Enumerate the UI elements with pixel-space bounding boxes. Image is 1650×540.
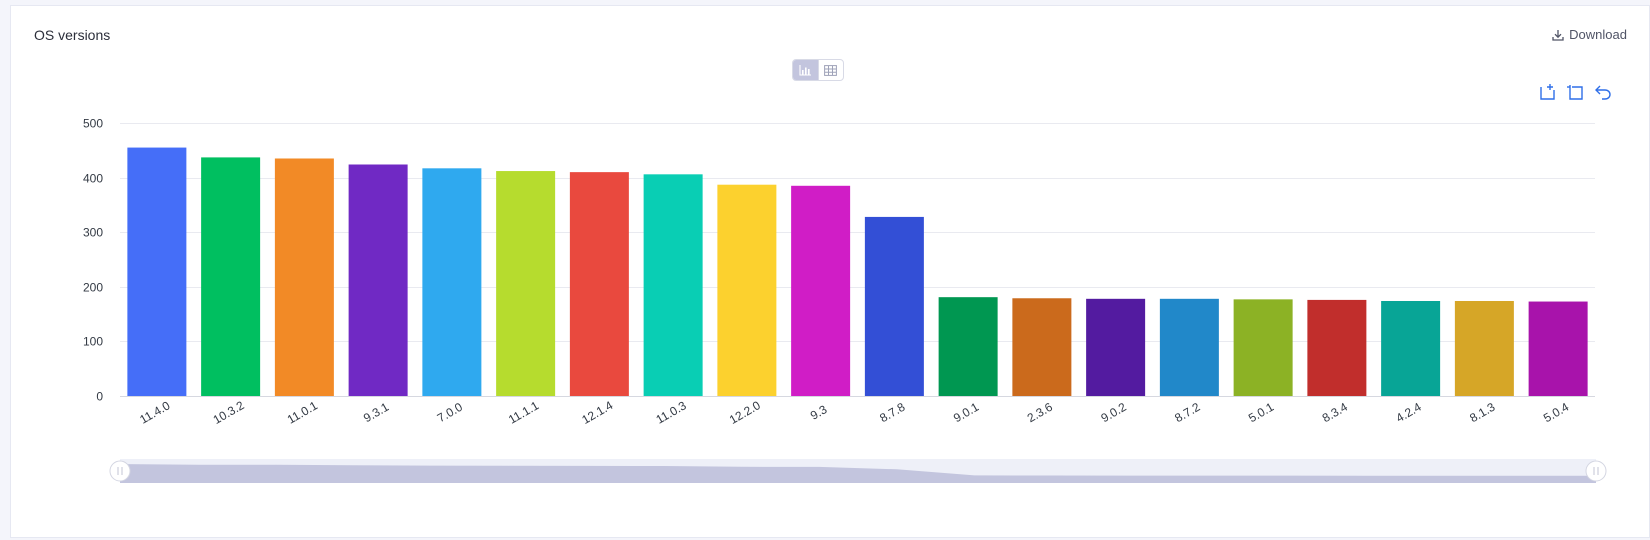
bar-chart-icon: [799, 64, 811, 76]
download-button[interactable]: Download: [1552, 27, 1627, 42]
zoom-reset-icon[interactable]: [1566, 83, 1584, 101]
bar[interactable]: [1233, 299, 1293, 396]
table-view-button[interactable]: [817, 60, 844, 80]
bar[interactable]: [1454, 300, 1514, 396]
table-icon: [824, 64, 838, 76]
chart-toolbox: [1538, 83, 1612, 101]
bar[interactable]: [496, 171, 556, 396]
y-tick-label: 500: [83, 117, 103, 131]
bar[interactable]: [422, 168, 482, 396]
bar[interactable]: [1086, 298, 1146, 396]
y-tick-label: 100: [83, 335, 103, 349]
chart-view-button[interactable]: [793, 60, 818, 80]
x-tick-label: 10.3.2: [211, 398, 247, 427]
y-axis: 0 100 200 300 400 500: [83, 117, 103, 404]
x-tick-label: 11.1.1: [506, 398, 541, 427]
y-tick-label: 400: [83, 172, 103, 186]
x-tick-label: 2.3.6: [1025, 400, 1055, 426]
bar[interactable]: [938, 297, 998, 396]
bar[interactable]: [348, 164, 408, 396]
x-tick-label: 8.7.2: [1172, 400, 1202, 426]
x-tick-label: 11.0.1: [285, 398, 320, 427]
bar[interactable]: [274, 158, 334, 396]
x-axis: 11.4.0 10.3.2 11.0.1 9.3.1 7.0.0 11.1.1 12.1.4…: [137, 398, 1571, 427]
slider-shadow-area: [120, 464, 1596, 483]
bar[interactable]: [1307, 299, 1367, 396]
bar-series: [127, 147, 1588, 396]
bar[interactable]: [1381, 300, 1441, 396]
bar[interactable]: [643, 174, 703, 396]
bar[interactable]: [201, 157, 261, 396]
y-tick-label: 300: [83, 226, 103, 240]
view-mode-toggle: [792, 59, 844, 81]
x-tick-label: 12.1.4: [579, 398, 615, 427]
x-tick-label: 8.3.4: [1320, 400, 1350, 426]
slider-handle-knob[interactable]: [109, 460, 131, 482]
bar[interactable]: [791, 185, 851, 396]
y-tick-label: 0: [96, 390, 103, 404]
x-tick-label: 5.0.4: [1541, 400, 1571, 426]
grid-lines: [120, 123, 1595, 397]
x-tick-label: 9.0.1: [951, 400, 981, 426]
x-tick-label: 9.3: [808, 402, 830, 423]
bar[interactable]: [717, 184, 777, 396]
bar[interactable]: [1012, 298, 1072, 396]
x-tick-label: 8.1.3: [1467, 400, 1497, 426]
x-tick-label: 5.0.1: [1246, 400, 1276, 426]
download-icon: [1552, 29, 1564, 41]
data-zoom-slider[interactable]: [109, 459, 1607, 483]
download-label: Download: [1569, 27, 1627, 42]
card-title: OS versions: [34, 27, 111, 43]
slider-handle-left[interactable]: [109, 460, 131, 482]
y-tick-label: 200: [83, 281, 103, 295]
slider-handle-knob[interactable]: [1585, 460, 1607, 482]
bar[interactable]: [127, 147, 187, 396]
bar[interactable]: [569, 172, 629, 396]
x-tick-label: 9.0.2: [1099, 400, 1129, 426]
x-tick-label: 12.2.0: [727, 398, 763, 427]
bar[interactable]: [864, 216, 924, 396]
bar[interactable]: [1528, 301, 1588, 396]
x-tick-label: 4.2.4: [1394, 400, 1424, 426]
x-tick-label: 7.0.0: [435, 400, 465, 426]
x-tick-label: 8.7.8: [877, 400, 907, 426]
slider-handle-right[interactable]: [1585, 460, 1607, 482]
x-tick-label: 11.0.3: [654, 398, 689, 427]
bar[interactable]: [1159, 298, 1219, 396]
x-tick-label: 9.3.1: [361, 400, 391, 426]
zoom-area-icon[interactable]: [1538, 83, 1556, 101]
x-tick-label: 11.4.0: [137, 398, 172, 427]
restore-icon[interactable]: [1594, 83, 1612, 101]
